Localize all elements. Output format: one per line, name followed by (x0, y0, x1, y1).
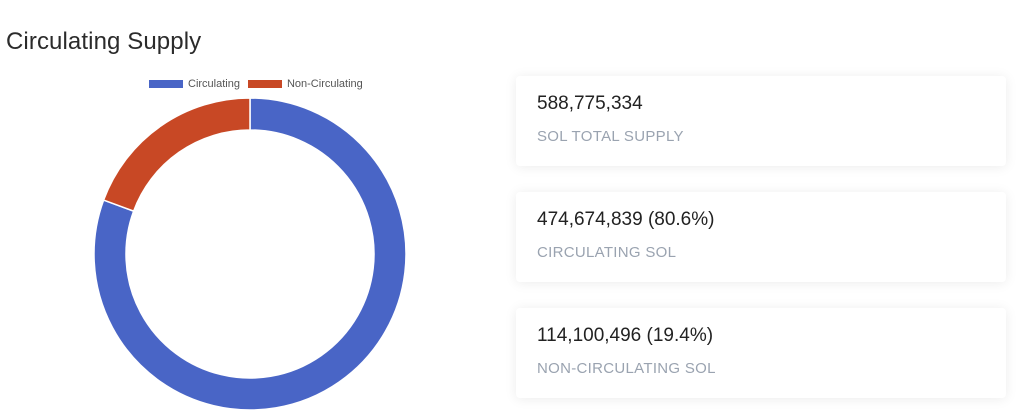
donut-chart (93, 97, 407, 411)
chart-legend: Circulating Non-Circulating (149, 76, 371, 92)
stat-value-non-circulating: 114,100,496 (19.4%) (537, 325, 714, 346)
stat-label-circulating: CIRCULATING SOL (537, 244, 677, 261)
legend-item-circulating[interactable]: Circulating (149, 78, 240, 90)
donut-slice-non-circulating[interactable] (102, 97, 251, 213)
legend-swatch-circulating (149, 80, 183, 88)
stat-value-total-supply: 588,775,334 (537, 93, 643, 114)
stat-card-total-supply: 588,775,334 SOL TOTAL SUPPLY (516, 76, 1006, 166)
stat-value-circulating: 474,674,839 (80.6%) (537, 209, 715, 230)
stat-label-non-circulating: NON-CIRCULATING SOL (537, 360, 716, 377)
legend-label-circulating: Circulating (188, 78, 240, 90)
page-title: Circulating Supply (6, 28, 202, 55)
stat-card-circulating: 474,674,839 (80.6%) CIRCULATING SOL (516, 192, 1006, 282)
stat-card-non-circulating: 114,100,496 (19.4%) NON-CIRCULATING SOL (516, 308, 1006, 398)
legend-swatch-non-circulating (247, 80, 282, 88)
donut-slice-circulating[interactable] (93, 97, 407, 411)
stat-label-total-supply: SOL TOTAL SUPPLY (537, 128, 684, 145)
legend-label-non-circulating: Non-Circulating (286, 78, 363, 90)
legend-item-non-circulating[interactable]: Non-Circulating (247, 78, 363, 90)
